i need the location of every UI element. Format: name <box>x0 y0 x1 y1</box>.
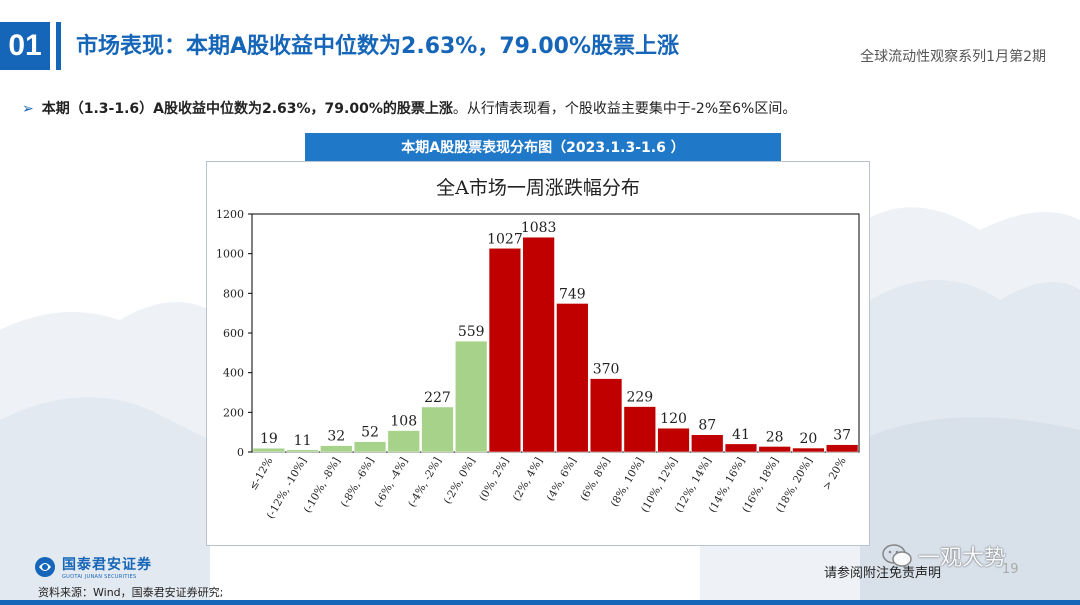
bar <box>792 447 825 453</box>
bar <box>286 449 319 453</box>
bar-value-label: 19 <box>260 431 278 447</box>
bar-value-label: 559 <box>458 324 485 340</box>
y-tick-label: 400 <box>223 367 244 380</box>
wechat-icon <box>882 544 912 567</box>
chart-axes: 0 200 400 600 800 1000 1200 <box>216 208 860 459</box>
bar-value-label: 28 <box>766 429 784 445</box>
x-category-label: (-2%, 0%] <box>442 456 478 507</box>
x-category-label: (-10%, -8%] <box>302 456 343 516</box>
bar-value-label: 229 <box>626 390 653 406</box>
x-category-label: (-6%, -4%] <box>372 456 410 510</box>
bar <box>421 406 454 453</box>
logo-english-name: GUOTAI JUNAN SECURITIES <box>62 574 137 580</box>
bar-value-label: 32 <box>327 429 345 445</box>
bar-value-label: 11 <box>294 433 312 449</box>
bar-value-label: 37 <box>833 428 851 444</box>
bar-value-label: 87 <box>698 418 716 434</box>
bar <box>589 378 623 453</box>
bar <box>252 447 285 453</box>
bullet-arrow-icon: ➢ <box>22 101 34 117</box>
page-title: 市场表现：本期A股收益中位数为2.63%，79.00%股票上涨 <box>76 34 679 59</box>
bar <box>691 434 724 453</box>
x-category-label: (4%, 6%] <box>544 456 578 504</box>
summary-bold-text: 本期（1.3-1.6）A股收益中位数为2.63%，79.00%的股票上涨 <box>41 101 453 117</box>
plot-area-frame <box>251 213 860 453</box>
bar-value-label: 20 <box>800 431 818 447</box>
x-category-label: (18%, 20%] <box>774 456 815 515</box>
x-category-label: (6%, 8%] <box>578 456 612 504</box>
wechat-watermark: 一观大势 <box>882 540 1006 572</box>
x-category-label: (2%, 4%] <box>511 456 545 504</box>
x-category-label: (-8%, -6%] <box>339 456 377 510</box>
chart-frame: 全A市场一周涨跌幅分布 0 200 400 600 800 1000 1200 19 ≤-12… <box>206 161 870 546</box>
section-number-badge: 01 <box>0 22 50 70</box>
chart-bars: 19≤-12%11(-12%, -10%]32(-10%, -8%]52(-8%… <box>247 220 859 521</box>
bar-value-label: 1027 <box>487 231 523 247</box>
summary-bullet: ➢ 本期（1.3-1.6）A股收益中位数为2.63%，79.00%的股票上涨。从行… <box>22 98 796 118</box>
bar-value-label: 1083 <box>521 220 557 236</box>
page-number: 19 <box>1002 562 1019 577</box>
summary-normal-text: 。从行情表现看，个股收益主要集中于-2%至6%区间。 <box>452 101 797 117</box>
bar-value-label: 227 <box>424 390 451 406</box>
bar-value-label: 41 <box>732 427 750 443</box>
bar <box>522 236 555 453</box>
bar <box>387 430 420 453</box>
title-accent-bar <box>56 22 61 70</box>
bar <box>724 443 758 453</box>
bar <box>556 303 589 453</box>
bar-value-label: 370 <box>593 362 620 378</box>
y-tick-label: 1000 <box>216 248 244 261</box>
bar <box>657 427 690 453</box>
disclaimer-link[interactable]: 请参阅附注免责声明 <box>824 566 942 581</box>
y-tick-label: 200 <box>223 406 244 419</box>
bar-value-label: 749 <box>559 286 586 302</box>
data-source-note: 资料来源：Wind，国泰君安证券研究; <box>38 586 224 599</box>
distribution-bar-chart: 全A市场一周涨跌幅分布 0 200 400 600 800 1000 1200 19 ≤-12… <box>216 177 860 521</box>
watermark-text: 一观大势 <box>918 546 1007 571</box>
bar-value-label: 108 <box>390 414 417 430</box>
x-category-label: (-4%, -2%] <box>406 456 444 510</box>
bar-value-label: 120 <box>660 411 687 427</box>
y-tick-label: 1200 <box>216 208 244 221</box>
bottom-accent-line <box>0 600 1080 605</box>
y-tick-label: 0 <box>237 446 244 459</box>
report-series-title: 全球流动性观察系列1月第2期 <box>860 49 1046 65</box>
bar <box>455 340 488 453</box>
bar <box>320 445 353 453</box>
y-tick-label: 800 <box>223 287 244 300</box>
bar <box>623 406 656 453</box>
x-category-label: (0%, 2%] <box>477 456 511 504</box>
y-tick-label: 600 <box>223 327 244 340</box>
company-logo: 国泰君安证券 GUOTAI JUNAN SECURITIES <box>34 554 152 580</box>
x-category-label: (8%, 10%] <box>609 456 647 510</box>
bar <box>488 248 522 453</box>
bar <box>758 446 791 453</box>
chart-title: 全A市场一周涨跌幅分布 <box>436 177 640 199</box>
logo-chinese-name: 国泰君安证券 <box>62 557 152 573</box>
chart-banner-title: 本期A股股票表现分布图（2023.1.3-1.6 ） <box>305 133 781 161</box>
logo-emblem-icon <box>35 557 55 577</box>
bar-value-label: 52 <box>361 425 379 441</box>
bar <box>353 441 387 453</box>
x-category-label: ≤-12% <box>247 455 275 492</box>
bar <box>826 444 859 453</box>
x-category-label: > 20% <box>821 455 849 492</box>
